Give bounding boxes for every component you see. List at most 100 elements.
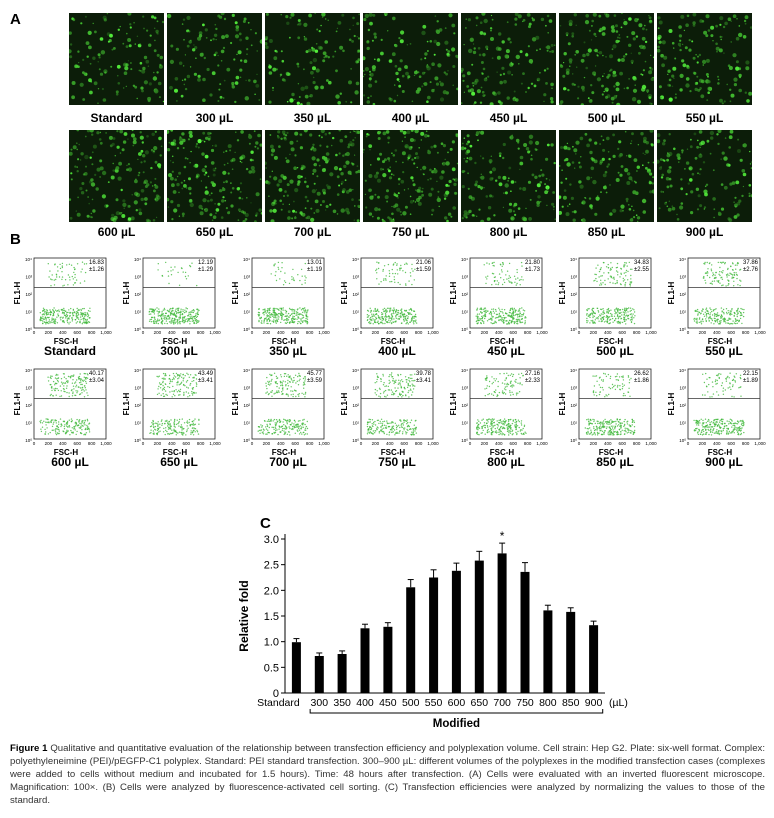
facs-percentage: 26.62 ±1.86 [625,371,649,385]
microscopy-image [265,13,360,105]
microscopy-image [363,130,458,222]
facs-percentage-sd: ±3.04 [89,378,104,384]
x-tick-label: 800 [539,697,557,709]
figure-label: Figure 1 [10,743,48,754]
facs-percentage: 27.16 ±2.33 [516,371,540,385]
facs-y-tick: 10¹ [570,310,577,315]
facs-y-tick: 10¹ [25,310,32,315]
facs-percentage-sd: ±3.59 [307,378,322,384]
x-axis-label: Modified [433,718,480,730]
facs-percentage-value: 34.83 [633,260,649,266]
microscopy-image [461,130,556,222]
facs-x-axis-label: FSC-H [490,448,515,457]
facs-percentage-value: 21.06 [415,260,431,266]
facs-y-tick: 10³ [243,275,250,280]
facs-percentage: 39.78 ±3.41 [407,371,431,385]
facs-x-tick: 200 [263,330,271,335]
microscopy-image [69,13,164,105]
facs-y-tick: 10¹ [134,310,141,315]
facs-y-tick: 10⁰ [25,327,32,332]
facs-plot-label: 600 µL [51,455,89,469]
facs-percentage: 22.15 ±1.89 [734,371,758,385]
facs-plot: 10⁴ 10³ 10² 10¹ 10⁰ 0 200 400 600 800 1,000 FL1-H FS… [337,363,445,473]
facs-percentage-value: 45.77 [306,371,322,377]
facs-percentage: 34.83 ±2.55 [625,260,649,274]
facs-percentage: 43.49 ±3.41 [189,371,213,385]
facs-y-axis-label: FL1-H [449,281,458,304]
facs-y-tick: 10⁴ [243,368,250,373]
facs-x-tick: 200 [590,330,598,335]
facs-x-tick: 0 [687,330,690,335]
facs-x-tick: 0 [687,441,690,446]
facs-x-tick: 1,000 [754,441,766,446]
facs-x-tick: 800 [415,441,423,446]
facs-plot: 10⁴ 10³ 10² 10¹ 10⁰ 0 200 400 600 800 1,000 FL1-H FS… [119,252,227,362]
facs-y-tick: 10⁰ [134,327,141,332]
facs-x-tick: 600 [727,441,735,446]
facs-x-tick: 0 [360,441,363,446]
facs-plot-label: 400 µL [378,344,416,358]
facs-y-tick: 10³ [679,386,686,391]
facs-plot: 10⁴ 10³ 10² 10¹ 10⁰ 0 200 400 600 800 1,000 FL1-H FS… [555,363,663,473]
facs-y-tick: 10⁴ [243,257,250,262]
facs-x-tick: 0 [469,330,472,335]
facs-x-axis-label: FSC-H [490,337,515,346]
facs-x-tick: 800 [524,441,532,446]
facs-y-tick: 10⁰ [243,438,250,443]
facs-y-axis-label: FL1-H [122,392,131,415]
facs-y-axis-label: FL1-H [558,392,567,415]
facs-y-tick: 10¹ [679,421,686,426]
facs-x-tick: 600 [400,441,408,446]
facs-y-axis-label: FL1-H [667,392,676,415]
microscopy-image [559,130,654,222]
facs-y-tick: 10⁰ [352,327,359,332]
facs-x-tick: 400 [168,330,176,335]
x-tick-label: 300 [311,697,329,709]
y-tick-label: 2.0 [264,585,279,597]
facs-y-axis-label: FL1-H [667,281,676,304]
facs-x-tick: 400 [495,330,503,335]
facs-y-tick: 10² [243,292,250,297]
facs-y-tick: 10¹ [570,421,577,426]
facs-percentage-value: 40.17 [88,371,104,377]
facs-x-tick: 200 [263,441,271,446]
facs-x-tick: 1,000 [536,330,548,335]
facs-x-tick: 600 [73,441,81,446]
facs-percentage: 40.17 ±3.04 [80,371,104,385]
facs-y-axis-label: FL1-H [340,392,349,415]
facs-x-tick: 1,000 [645,441,657,446]
bar [451,570,461,693]
facs-x-tick: 0 [142,330,145,335]
facs-percentage-sd: ±1.59 [416,267,431,273]
facs-x-tick: 1,000 [209,330,221,335]
facs-x-axis-label: FSC-H [163,448,188,457]
facs-y-tick: 10³ [570,386,577,391]
facs-x-axis-label: FSC-H [54,337,79,346]
facs-plot-label: 700 µL [269,455,307,469]
facs-y-tick: 10³ [352,386,359,391]
facs-x-tick: 800 [742,441,750,446]
microscopy-label: Standard [90,111,143,125]
facs-plot: 10⁴ 10³ 10² 10¹ 10⁰ 0 200 400 600 800 1,000 FL1-H FS… [555,252,663,362]
facs-y-tick: 10² [570,292,577,297]
facs-x-tick: 200 [481,441,489,446]
facs-x-tick: 0 [251,441,254,446]
facs-plot-label: 350 µL [269,344,307,358]
facs-x-tick: 800 [197,441,205,446]
facs-y-tick: 10³ [134,275,141,280]
facs-x-tick: 1,000 [536,441,548,446]
facs-x-tick: 400 [168,441,176,446]
facs-y-tick: 10⁴ [570,257,577,262]
facs-percentage-sd: ±3.41 [198,378,213,384]
facs-plot: 10⁴ 10³ 10² 10¹ 10⁰ 0 200 400 600 800 1,000 FL1-H FS… [228,363,336,473]
bar [474,560,484,693]
facs-x-tick: 400 [277,330,285,335]
facs-percentage: 12.19 ±1.29 [189,260,213,274]
microscopy-image [461,13,556,105]
facs-y-tick: 10⁴ [679,368,686,373]
facs-percentage-value: 39.78 [415,371,431,377]
facs-x-tick: 1,000 [645,330,657,335]
facs-y-tick: 10⁰ [679,327,686,332]
facs-y-tick: 10² [461,292,468,297]
facs-x-axis-label: FSC-H [381,448,406,457]
